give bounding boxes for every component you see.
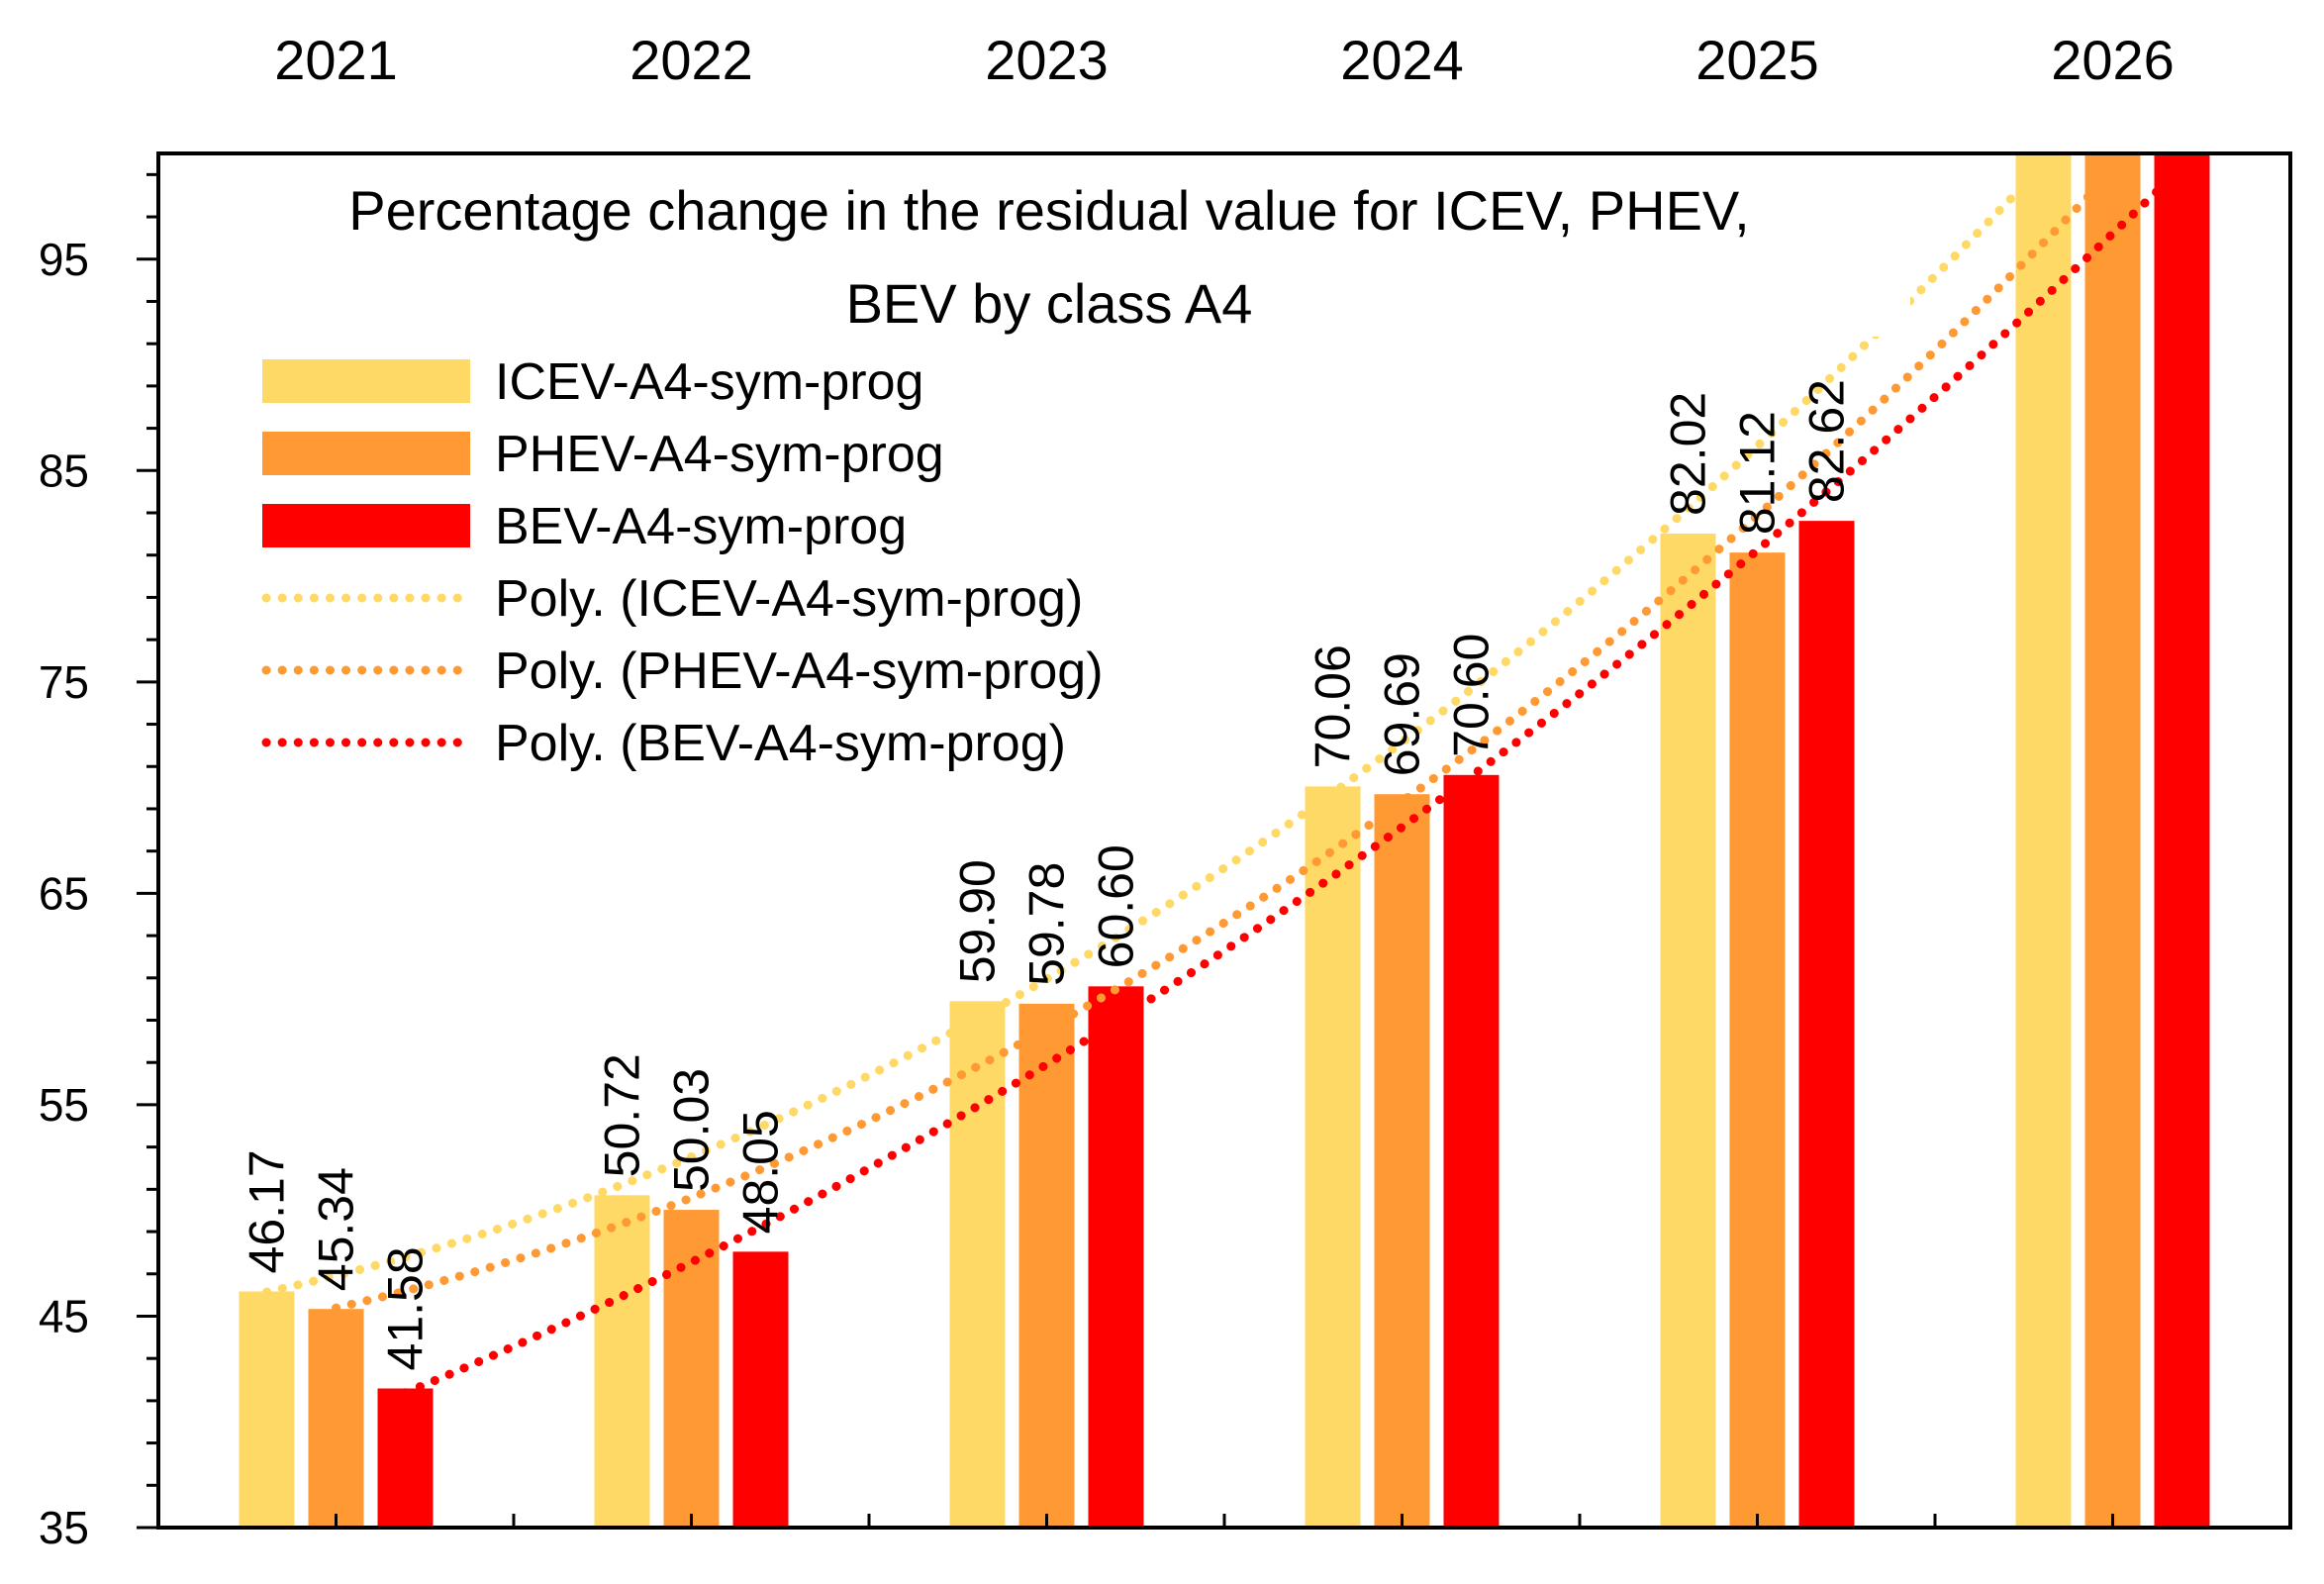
legend-swatch (262, 432, 470, 475)
x-tick-label: 2022 (629, 29, 753, 91)
y-tick-label: 65 (39, 867, 89, 919)
bar-phev-2026 (2084, 153, 2141, 1528)
data-label: 70.60 (1444, 634, 1500, 757)
bar-icev-2023 (949, 1001, 1006, 1528)
x-tick-label: 2024 (1340, 29, 1464, 91)
data-label: 50.72 (595, 1053, 650, 1177)
bar-bev-2021 (377, 1388, 434, 1528)
legend-label: BEV-A4-sym-prog (495, 498, 907, 555)
trendline-icev (262, 160, 2048, 1297)
x-tick-label: 2021 (274, 29, 398, 91)
legend-label: ICEV-A4-sym-prog (495, 353, 923, 411)
bars-layer (239, 153, 2210, 1528)
x-tick-label: 2026 (2051, 29, 2175, 91)
y-tick-label: 45 (39, 1290, 89, 1341)
data-label: 60.60 (1089, 844, 1144, 968)
legend: ICEV-A4-sym-prog PHEV-A4-sym-prog BEV-A4-s… (247, 342, 1198, 777)
legend-label: Poly. (ICEV-A4-sym-prog) (495, 570, 1083, 628)
data-label: 69.69 (1375, 652, 1430, 776)
bar-bev-2024 (1443, 774, 1500, 1528)
y-tick-label: 95 (39, 234, 89, 285)
bar-icev-2022 (594, 1195, 650, 1528)
bar-icev-2021 (239, 1291, 295, 1528)
data-labels-layer: 46.17 50.72 59.90 70.06 82.02 45.34 50.03 59.78… (240, 379, 1855, 1370)
bar-phev-2023 (1018, 1003, 1075, 1528)
title-background (198, 163, 1910, 337)
bar-phev-2021 (308, 1309, 364, 1528)
bar-phev-2025 (1729, 552, 1786, 1528)
legend-label: PHEV-A4-sym-prog (495, 426, 944, 483)
data-label: 59.78 (1019, 862, 1075, 986)
bar-icev-2024 (1305, 786, 1361, 1528)
bar-bev-2026 (2154, 153, 2210, 1528)
data-label: 70.06 (1306, 644, 1361, 768)
trendline-bev (401, 162, 2186, 1398)
bar-bev-2022 (732, 1251, 789, 1528)
data-label: 59.90 (950, 859, 1006, 983)
legend-swatch (262, 359, 470, 403)
data-label: 48.05 (733, 1110, 789, 1234)
legend-swatch (262, 504, 470, 547)
data-label: 50.03 (664, 1068, 720, 1192)
bar-bev-2025 (1798, 521, 1855, 1528)
x-tick-label: 2025 (1695, 29, 1819, 91)
bar-icev-2026 (2015, 153, 2072, 1528)
data-label: 46.17 (240, 1149, 295, 1273)
trendline-phev (332, 166, 2117, 1313)
y-tick-label: 85 (39, 445, 89, 496)
axes-layer: 35 45 55 65 75 85 95 2021 2022 2023 2024 2025 2026 (39, 29, 2292, 1553)
legend-label: Poly. (BEV-A4-sym-prog) (495, 715, 1066, 772)
y-tick-label: 35 (39, 1502, 89, 1553)
y-tick-label: 55 (39, 1079, 89, 1131)
data-label: 82.62 (1799, 379, 1855, 503)
bar-phev-2024 (1374, 794, 1430, 1528)
data-label: 81.12 (1730, 411, 1786, 535)
bar-phev-2022 (663, 1210, 720, 1528)
chart-title: Percentage change in the residual value … (198, 163, 1910, 337)
x-tick-label: 2023 (985, 29, 1109, 91)
legend-label: Poly. (PHEV-A4-sym-prog) (495, 643, 1104, 700)
legend-background (247, 342, 1198, 777)
data-label: 41.58 (378, 1246, 434, 1370)
y-tick-label: 75 (39, 656, 89, 708)
title-line: BEV by class A4 (846, 272, 1253, 335)
data-label: 45.34 (309, 1167, 364, 1291)
trendlines-layer (262, 160, 2186, 1398)
bar-bev-2023 (1088, 986, 1144, 1528)
data-label: 82.02 (1661, 392, 1716, 516)
title-line: Percentage change in the residual value … (348, 179, 1749, 242)
bar-icev-2025 (1660, 533, 1716, 1528)
